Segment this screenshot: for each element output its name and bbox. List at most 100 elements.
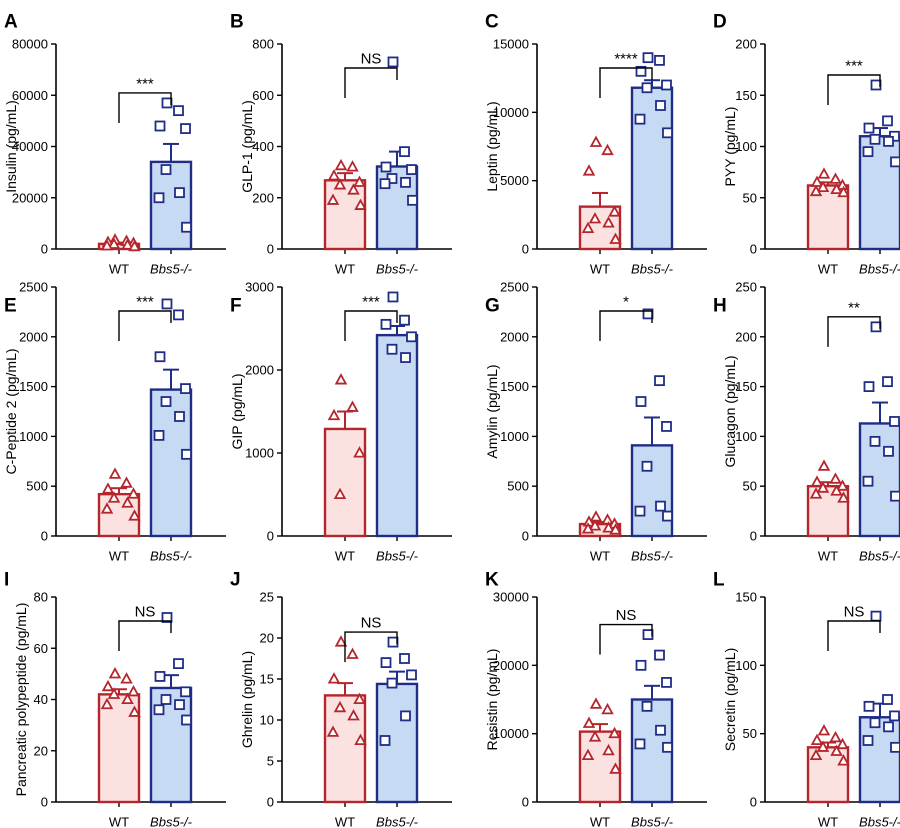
point-wt [327, 408, 341, 421]
point-wt [608, 726, 621, 739]
point-wt [810, 733, 824, 745]
point-wt [589, 697, 603, 709]
point-bbs5 [662, 741, 673, 753]
point-bbs5 [379, 735, 391, 746]
y-tick-label: 500 [507, 479, 529, 494]
y-tick-label: 100 [735, 658, 757, 673]
y-tick-label: 0 [41, 795, 48, 810]
point-bbs5 [174, 411, 185, 422]
point-bbs5 [869, 435, 881, 447]
point-wt [830, 484, 843, 496]
point-bbs5 [400, 710, 411, 722]
point-bbs5 [862, 146, 874, 158]
point-bbs5 [160, 694, 172, 705]
y-tick-label: 5000 [500, 173, 529, 188]
panel-l: L 0 50 100 150 Secretin (pg/mL) WT Bbs5-/- NS [713, 570, 900, 828]
point-wt [128, 509, 141, 521]
category-label-wt: WT [109, 549, 129, 564]
y-tick-label: 2000 [245, 363, 274, 378]
significance-bracket [118, 92, 172, 123]
category-label-wt: WT [335, 549, 355, 564]
category-label-bbs5: Bbs5-/- [376, 815, 419, 828]
significance-bracket [118, 620, 172, 651]
y-tick-label: 10 [260, 713, 274, 728]
point-wt [121, 238, 134, 250]
point-bbs5 [870, 321, 882, 333]
point-bbs5 [181, 714, 192, 726]
point-bbs5 [154, 351, 166, 363]
bar-wt [323, 694, 367, 804]
point-wt [107, 687, 121, 699]
point-wt [121, 496, 134, 508]
panel-a: A 0 20000 40000 60000 80000 Insulin (pg/mL) WT B… [3, 12, 226, 277]
significance-label: **** [614, 51, 638, 68]
panel-k: K 0 10000 20000 30000 Resistin (pg/mL) WT Bbs5-… [484, 570, 707, 828]
y-tick-label: 0 [750, 242, 757, 257]
point-bbs5 [173, 309, 184, 321]
point-bbs5 [654, 375, 665, 387]
panel-letter: C [485, 12, 499, 33]
point-wt [346, 160, 359, 172]
point-bbs5 [407, 194, 418, 206]
point-wt [609, 762, 622, 774]
panel-h: H 0 50 100 150 200 250 Glucagon (pg/mL) WT Bbs5-/… [713, 280, 900, 564]
point-bbs5 [154, 120, 166, 132]
point-bbs5 [387, 56, 399, 68]
category-label-bbs5: Bbs5-/- [150, 549, 193, 564]
point-bbs5 [634, 505, 646, 517]
category-label-wt: WT [818, 262, 838, 277]
y-tick-label: 150 [735, 379, 757, 394]
y-axis-label: Pancreatic polypeptide (pg/mL) [13, 603, 29, 797]
y-tick-label: 250 [735, 280, 757, 295]
category-label-bbs5: Bbs5-/- [150, 262, 193, 277]
y-tick-label: 40 [34, 692, 48, 707]
y-tick-label: 1000 [19, 429, 48, 444]
point-wt [829, 730, 842, 743]
point-wt [830, 182, 843, 195]
point-bbs5 [863, 122, 875, 134]
point-bbs5 [883, 445, 894, 457]
y-tick-label: 50 [743, 190, 757, 205]
category-label-wt: WT [818, 549, 838, 564]
y-axis-label: PYY (pg/mL) [722, 107, 738, 187]
y-tick-label: 0 [41, 529, 48, 544]
category-label-wt: WT [590, 262, 610, 277]
y-tick-label: 100 [735, 139, 757, 154]
y-tick-label: 0 [750, 529, 757, 544]
y-tick-label: 150 [735, 88, 757, 103]
panel-letter: G [485, 296, 500, 317]
point-bbs5 [869, 133, 881, 145]
y-tick-label: 80 [34, 590, 48, 605]
point-bbs5 [399, 314, 410, 326]
point-wt [608, 205, 621, 217]
y-axis-label: Amylin (pg/mL) [484, 364, 500, 458]
panel-letter: K [485, 570, 499, 591]
y-tick-label: 1000 [245, 446, 274, 461]
y-tick-label: 60000 [12, 88, 48, 103]
significance-label: *** [136, 75, 154, 92]
point-wt [817, 167, 831, 179]
point-bbs5 [869, 717, 881, 729]
point-wt [816, 180, 830, 193]
y-axis-label: Leptin (pg/mL) [484, 101, 500, 191]
y-tick-label: 20000 [493, 658, 529, 673]
panel-j: J 0 5 10 15 20 25 Ghrelin (pg/mL) WT Bbs5-/- NS [230, 570, 452, 828]
bar-bbs5 [149, 160, 193, 251]
significance-label: *** [362, 294, 380, 311]
point-bbs5 [642, 629, 654, 640]
point-wt [128, 705, 141, 717]
point-bbs5 [400, 352, 411, 363]
point-wt [326, 193, 340, 205]
y-tick-label: 3000 [245, 280, 274, 295]
point-bbs5 [870, 79, 882, 91]
significance-bracket [827, 620, 881, 651]
significance-bracket [827, 316, 881, 347]
point-bbs5 [654, 649, 665, 661]
y-tick-label: 2500 [500, 280, 529, 295]
point-bbs5 [642, 52, 654, 64]
point-wt [581, 221, 595, 234]
point-wt [346, 647, 359, 659]
point-wt [334, 158, 348, 171]
point-bbs5 [883, 135, 894, 147]
